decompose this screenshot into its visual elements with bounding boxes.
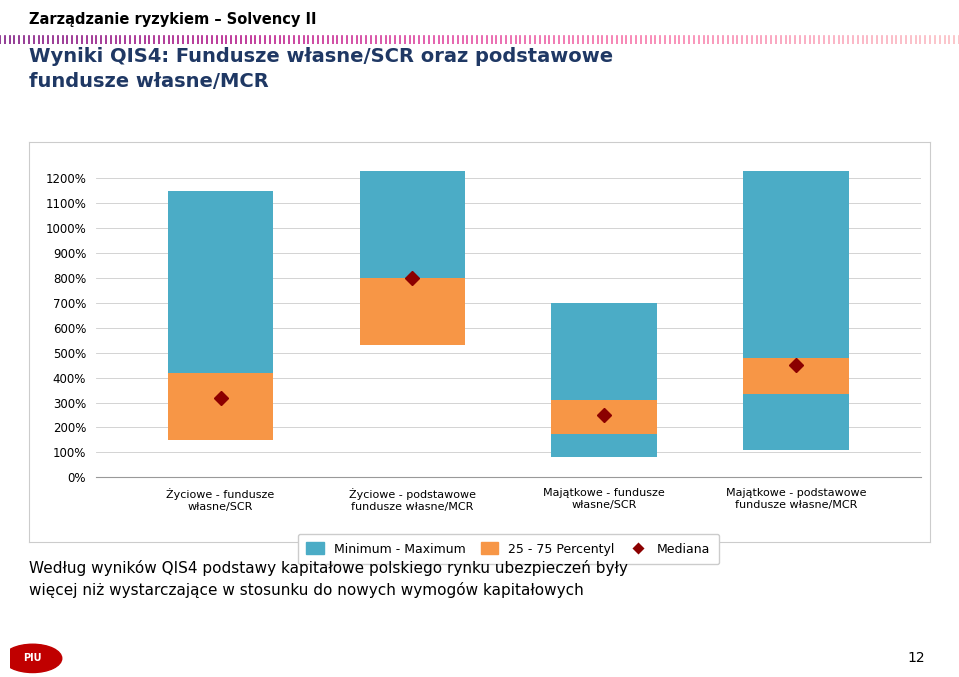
Text: PIU: PIU — [23, 653, 42, 663]
Bar — [360, 278, 465, 345]
Text: Zarządzanie ryzykiem – Solvency II: Zarządzanie ryzykiem – Solvency II — [29, 12, 316, 27]
Bar — [551, 400, 657, 434]
Bar — [743, 171, 849, 450]
Circle shape — [4, 645, 61, 672]
Bar — [168, 372, 273, 440]
Text: Wyniki QIS4: Fundusze własne/SCR oraz podstawowe
fundusze własne/MCR: Wyniki QIS4: Fundusze własne/SCR oraz po… — [29, 47, 613, 91]
Text: Według wyników QIS4 podstawy kapitałowe polskiego rynku ubezpieczeń były
więcej : Według wyników QIS4 podstawy kapitałowe … — [29, 560, 627, 598]
Bar — [743, 357, 849, 394]
Text: 12: 12 — [908, 651, 925, 665]
Bar — [360, 171, 465, 345]
Legend: Minimum - Maximum, 25 - 75 Percentyl, Mediana: Minimum - Maximum, 25 - 75 Percentyl, Me… — [297, 533, 719, 565]
Bar — [551, 303, 657, 458]
Bar — [168, 191, 273, 440]
